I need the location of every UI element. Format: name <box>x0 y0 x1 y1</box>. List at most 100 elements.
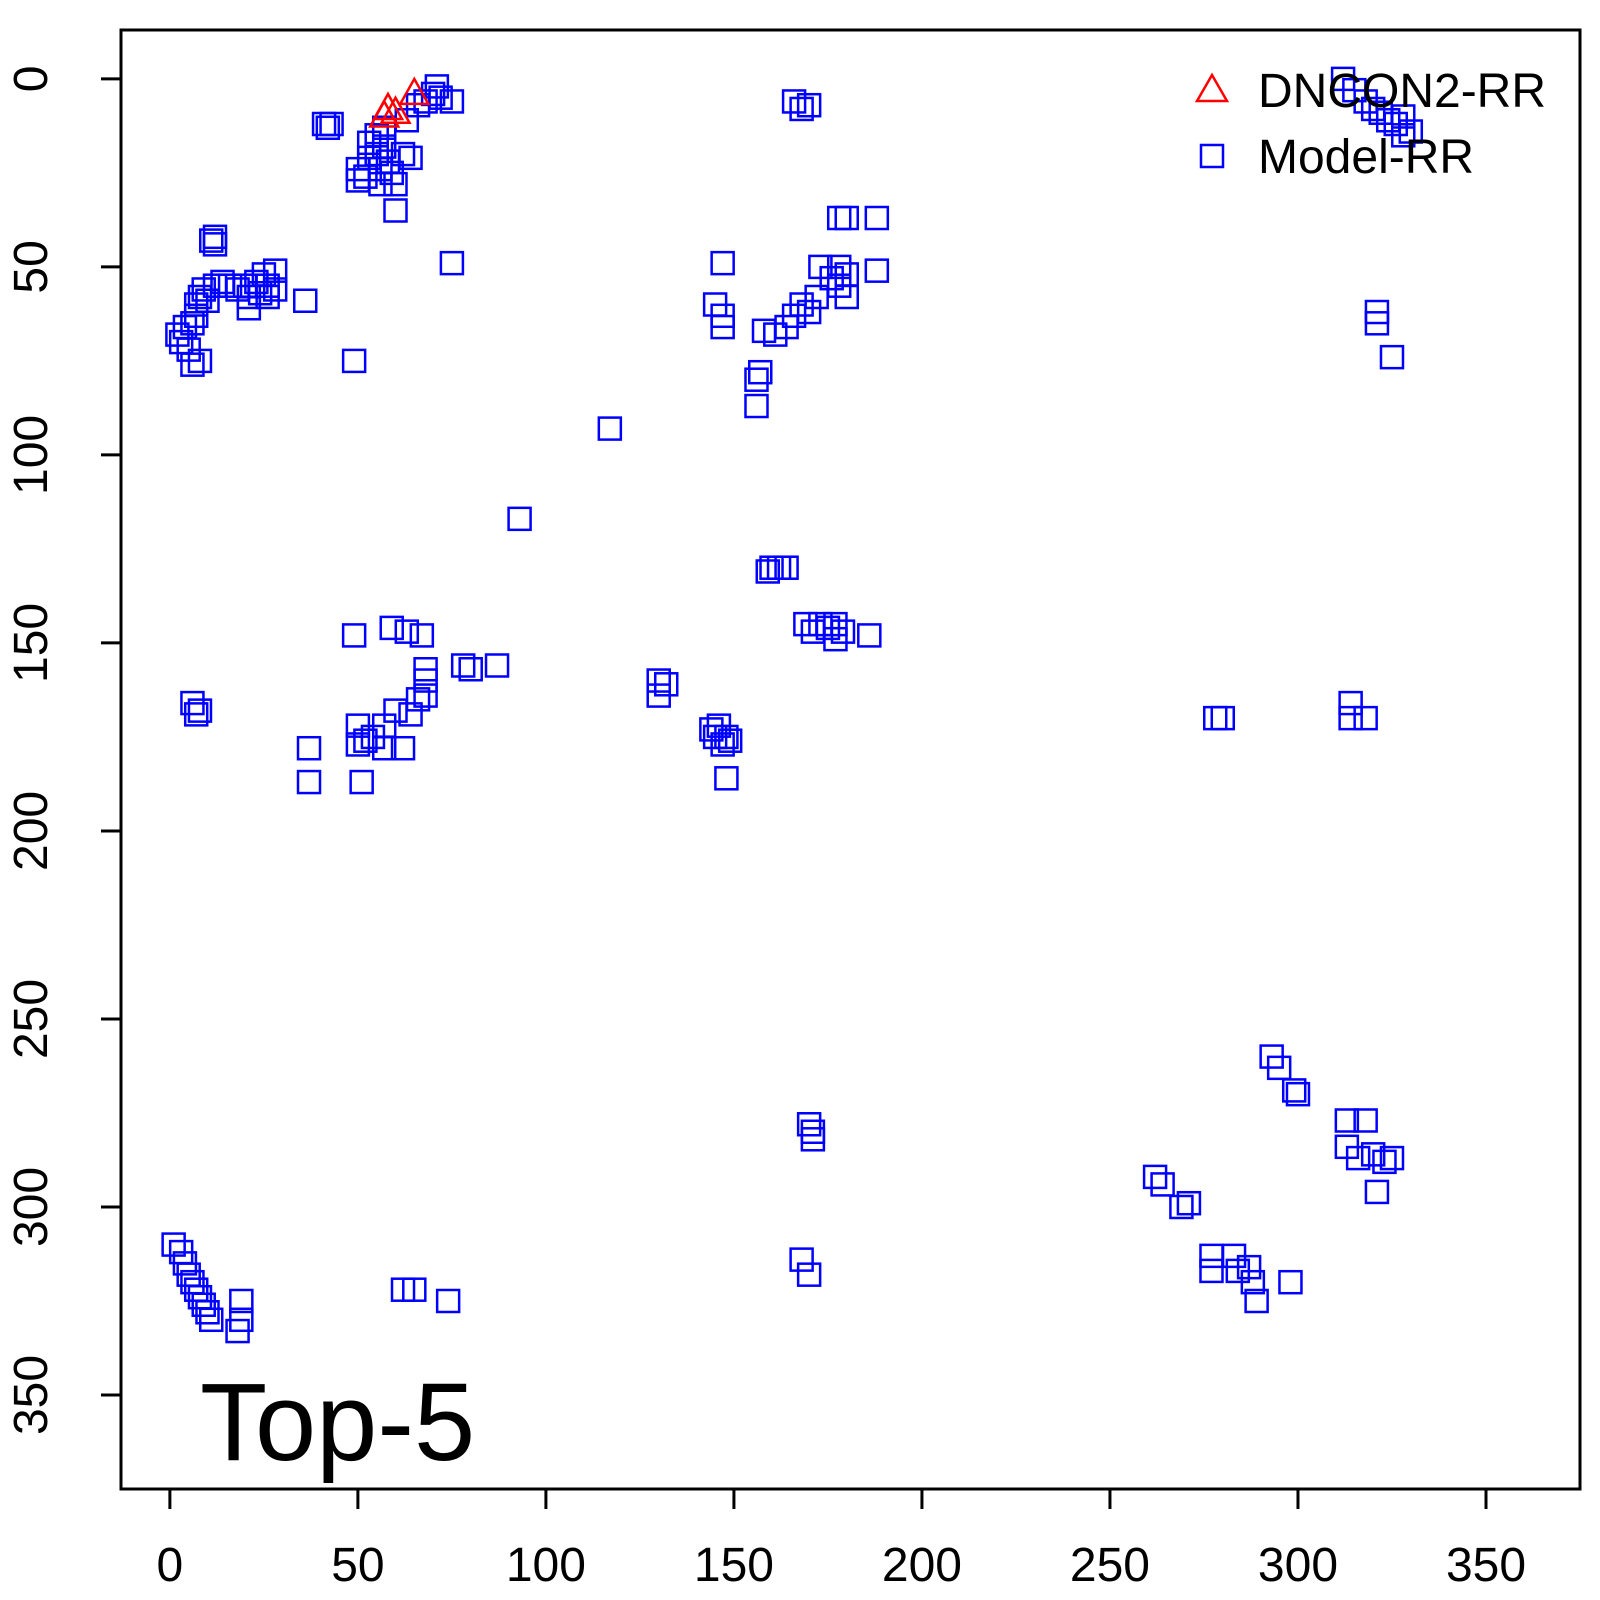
data-point <box>262 258 288 283</box>
x-tick-label: 350 <box>1446 1539 1526 1592</box>
data-point <box>262 277 288 302</box>
x-tick-label: 100 <box>506 1539 586 1592</box>
data-point <box>800 1127 826 1152</box>
data-point <box>394 619 420 644</box>
data-point <box>789 1247 814 1272</box>
data-point <box>402 1277 427 1302</box>
data-point <box>714 766 739 791</box>
data-point <box>435 1288 461 1314</box>
data-point <box>1199 1243 1224 1269</box>
data-point <box>180 311 205 336</box>
data-point <box>1169 1194 1194 1220</box>
x-axis: 0 50 100 150 200 250 300 350 <box>157 1487 1526 1592</box>
data-point <box>1334 1108 1360 1133</box>
data-point <box>1353 705 1378 731</box>
data-point <box>744 393 769 419</box>
data-point <box>796 92 822 118</box>
data-point <box>1345 1145 1371 1171</box>
data-point <box>191 1292 216 1317</box>
data-point <box>458 657 483 682</box>
data-point <box>371 91 405 121</box>
data-point <box>1236 1254 1262 1280</box>
data-point <box>646 668 671 693</box>
data-point <box>349 769 374 795</box>
data-point <box>293 288 318 313</box>
x-tick-label: 300 <box>1258 1539 1338 1592</box>
data-point <box>1398 119 1424 144</box>
data-point <box>379 95 412 124</box>
data-point <box>789 96 814 122</box>
data-point <box>1176 1190 1202 1216</box>
data-point <box>597 416 623 441</box>
data-point <box>1379 1145 1405 1171</box>
data-point <box>296 769 322 795</box>
data-point <box>1338 690 1363 716</box>
x-tick-label: 250 <box>1070 1539 1150 1592</box>
data-point <box>823 626 848 652</box>
data-points <box>161 66 1424 1344</box>
data-point <box>345 732 371 757</box>
data-point <box>413 683 438 708</box>
data-point <box>341 623 367 648</box>
series-dncon2-rr <box>368 76 431 128</box>
data-point <box>823 611 848 637</box>
data-point <box>439 250 465 276</box>
data-point <box>353 728 378 753</box>
data-point <box>413 668 438 693</box>
data-point <box>195 1300 220 1325</box>
data-point <box>781 89 807 114</box>
y-tick-label: 250 <box>5 979 58 1059</box>
x-tick-label: 50 <box>331 1539 384 1592</box>
data-point <box>507 506 532 532</box>
data-point <box>864 205 890 231</box>
data-point <box>198 228 224 253</box>
data-point <box>793 611 818 637</box>
data-point <box>1142 1164 1168 1190</box>
data-point <box>1244 1288 1269 1314</box>
x-tick-label: 200 <box>882 1539 962 1592</box>
data-point <box>229 1307 254 1333</box>
data-point <box>1379 344 1405 370</box>
data-point <box>341 348 367 374</box>
data-point <box>1364 1179 1390 1205</box>
legend-label: Model-RR <box>1258 131 1474 184</box>
data-point <box>183 702 209 727</box>
data-point <box>229 1288 254 1314</box>
data-point <box>714 724 739 750</box>
data-point <box>710 732 735 757</box>
data-point <box>398 145 423 171</box>
data-point <box>180 352 205 377</box>
data-point <box>834 205 859 231</box>
data-point <box>1353 1108 1378 1133</box>
data-point <box>744 367 769 392</box>
y-tick-label: 300 <box>5 1167 58 1247</box>
panel-label: Top-5 <box>200 1361 475 1484</box>
plot-frame <box>119 28 1582 1491</box>
y-tick-label: 0 <box>5 66 58 93</box>
data-point <box>1372 1149 1397 1175</box>
data-point <box>187 698 213 723</box>
data-point <box>796 1262 822 1287</box>
data-point <box>864 258 890 283</box>
data-point <box>398 76 431 106</box>
data-point <box>834 284 859 310</box>
data-point <box>789 292 814 317</box>
y-tick-label: 200 <box>5 791 58 871</box>
data-point <box>450 653 476 678</box>
data-point <box>484 653 510 678</box>
data-point <box>1285 1081 1311 1107</box>
data-point <box>1281 1078 1307 1103</box>
data-point <box>1391 104 1416 129</box>
data-point <box>187 348 213 374</box>
data-point <box>390 735 416 761</box>
y-tick-label: 350 <box>5 1355 58 1435</box>
data-point <box>405 687 431 712</box>
data-point <box>826 205 852 231</box>
data-point <box>379 615 404 641</box>
data-point <box>198 1307 224 1333</box>
data-point <box>1150 1172 1175 1197</box>
data-point <box>390 141 416 167</box>
data-point <box>717 728 743 753</box>
legend-label: DNCON2-RR <box>1258 65 1546 118</box>
data-point <box>1210 705 1236 731</box>
